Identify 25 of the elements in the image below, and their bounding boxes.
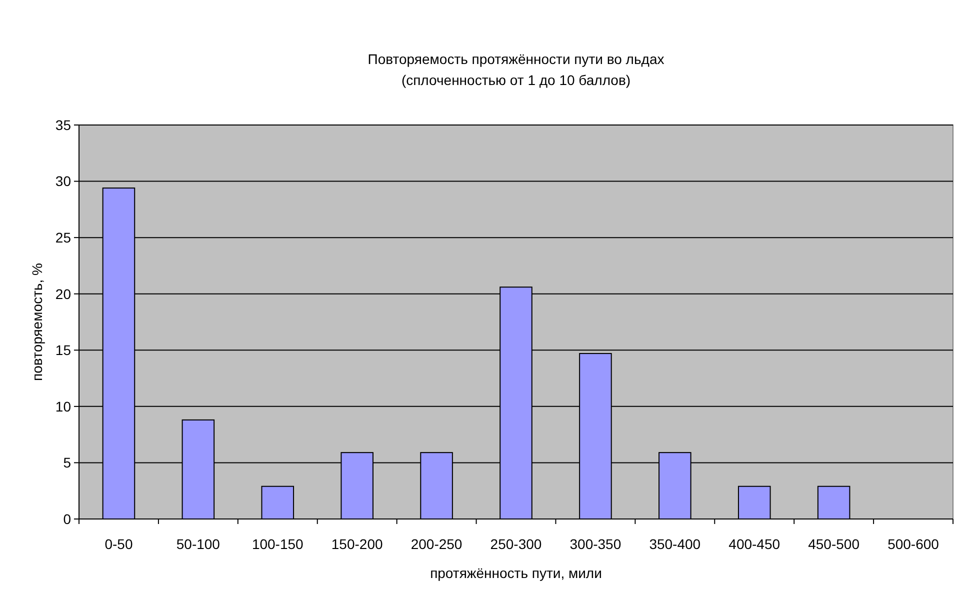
chart-title: Повторяемость протяжённости пути во льдах (сплоченностью от 1 до 10 баллов)	[368, 51, 664, 88]
x-tick-label: 300-350	[570, 536, 622, 552]
x-tick-label: 400-450	[728, 536, 780, 552]
x-tick-label: 100-150	[252, 536, 304, 552]
y-tick-label: 5	[63, 454, 72, 471]
x-tick-label: 250-300	[490, 536, 542, 552]
y-tick-label: 20	[55, 286, 72, 302]
y-tick-label: 0	[63, 510, 72, 527]
x-tick-label: 50-100	[176, 536, 220, 552]
x-tick-label: 500-600	[888, 536, 940, 552]
bar	[817, 486, 850, 520]
x-tick-label: 350-400	[649, 536, 701, 552]
x-tick-label: 0-50	[104, 536, 133, 552]
bar	[261, 486, 294, 520]
y-tick-label: 10	[55, 398, 72, 414]
y-tick-label: 25	[55, 229, 72, 246]
bar	[738, 486, 771, 520]
x-tick-label: 200-250	[410, 536, 462, 552]
y-axis-title: повторяемость, %	[29, 263, 45, 381]
y-tick-label: 15	[55, 342, 72, 358]
x-axis-title: протяжённость пути, мили	[430, 565, 602, 581]
x-tick-label: 450-500	[808, 536, 860, 552]
y-tick-label: 35	[55, 116, 72, 133]
x-tick-label: 150-200	[331, 536, 383, 552]
y-tick-label: 30	[55, 173, 72, 190]
